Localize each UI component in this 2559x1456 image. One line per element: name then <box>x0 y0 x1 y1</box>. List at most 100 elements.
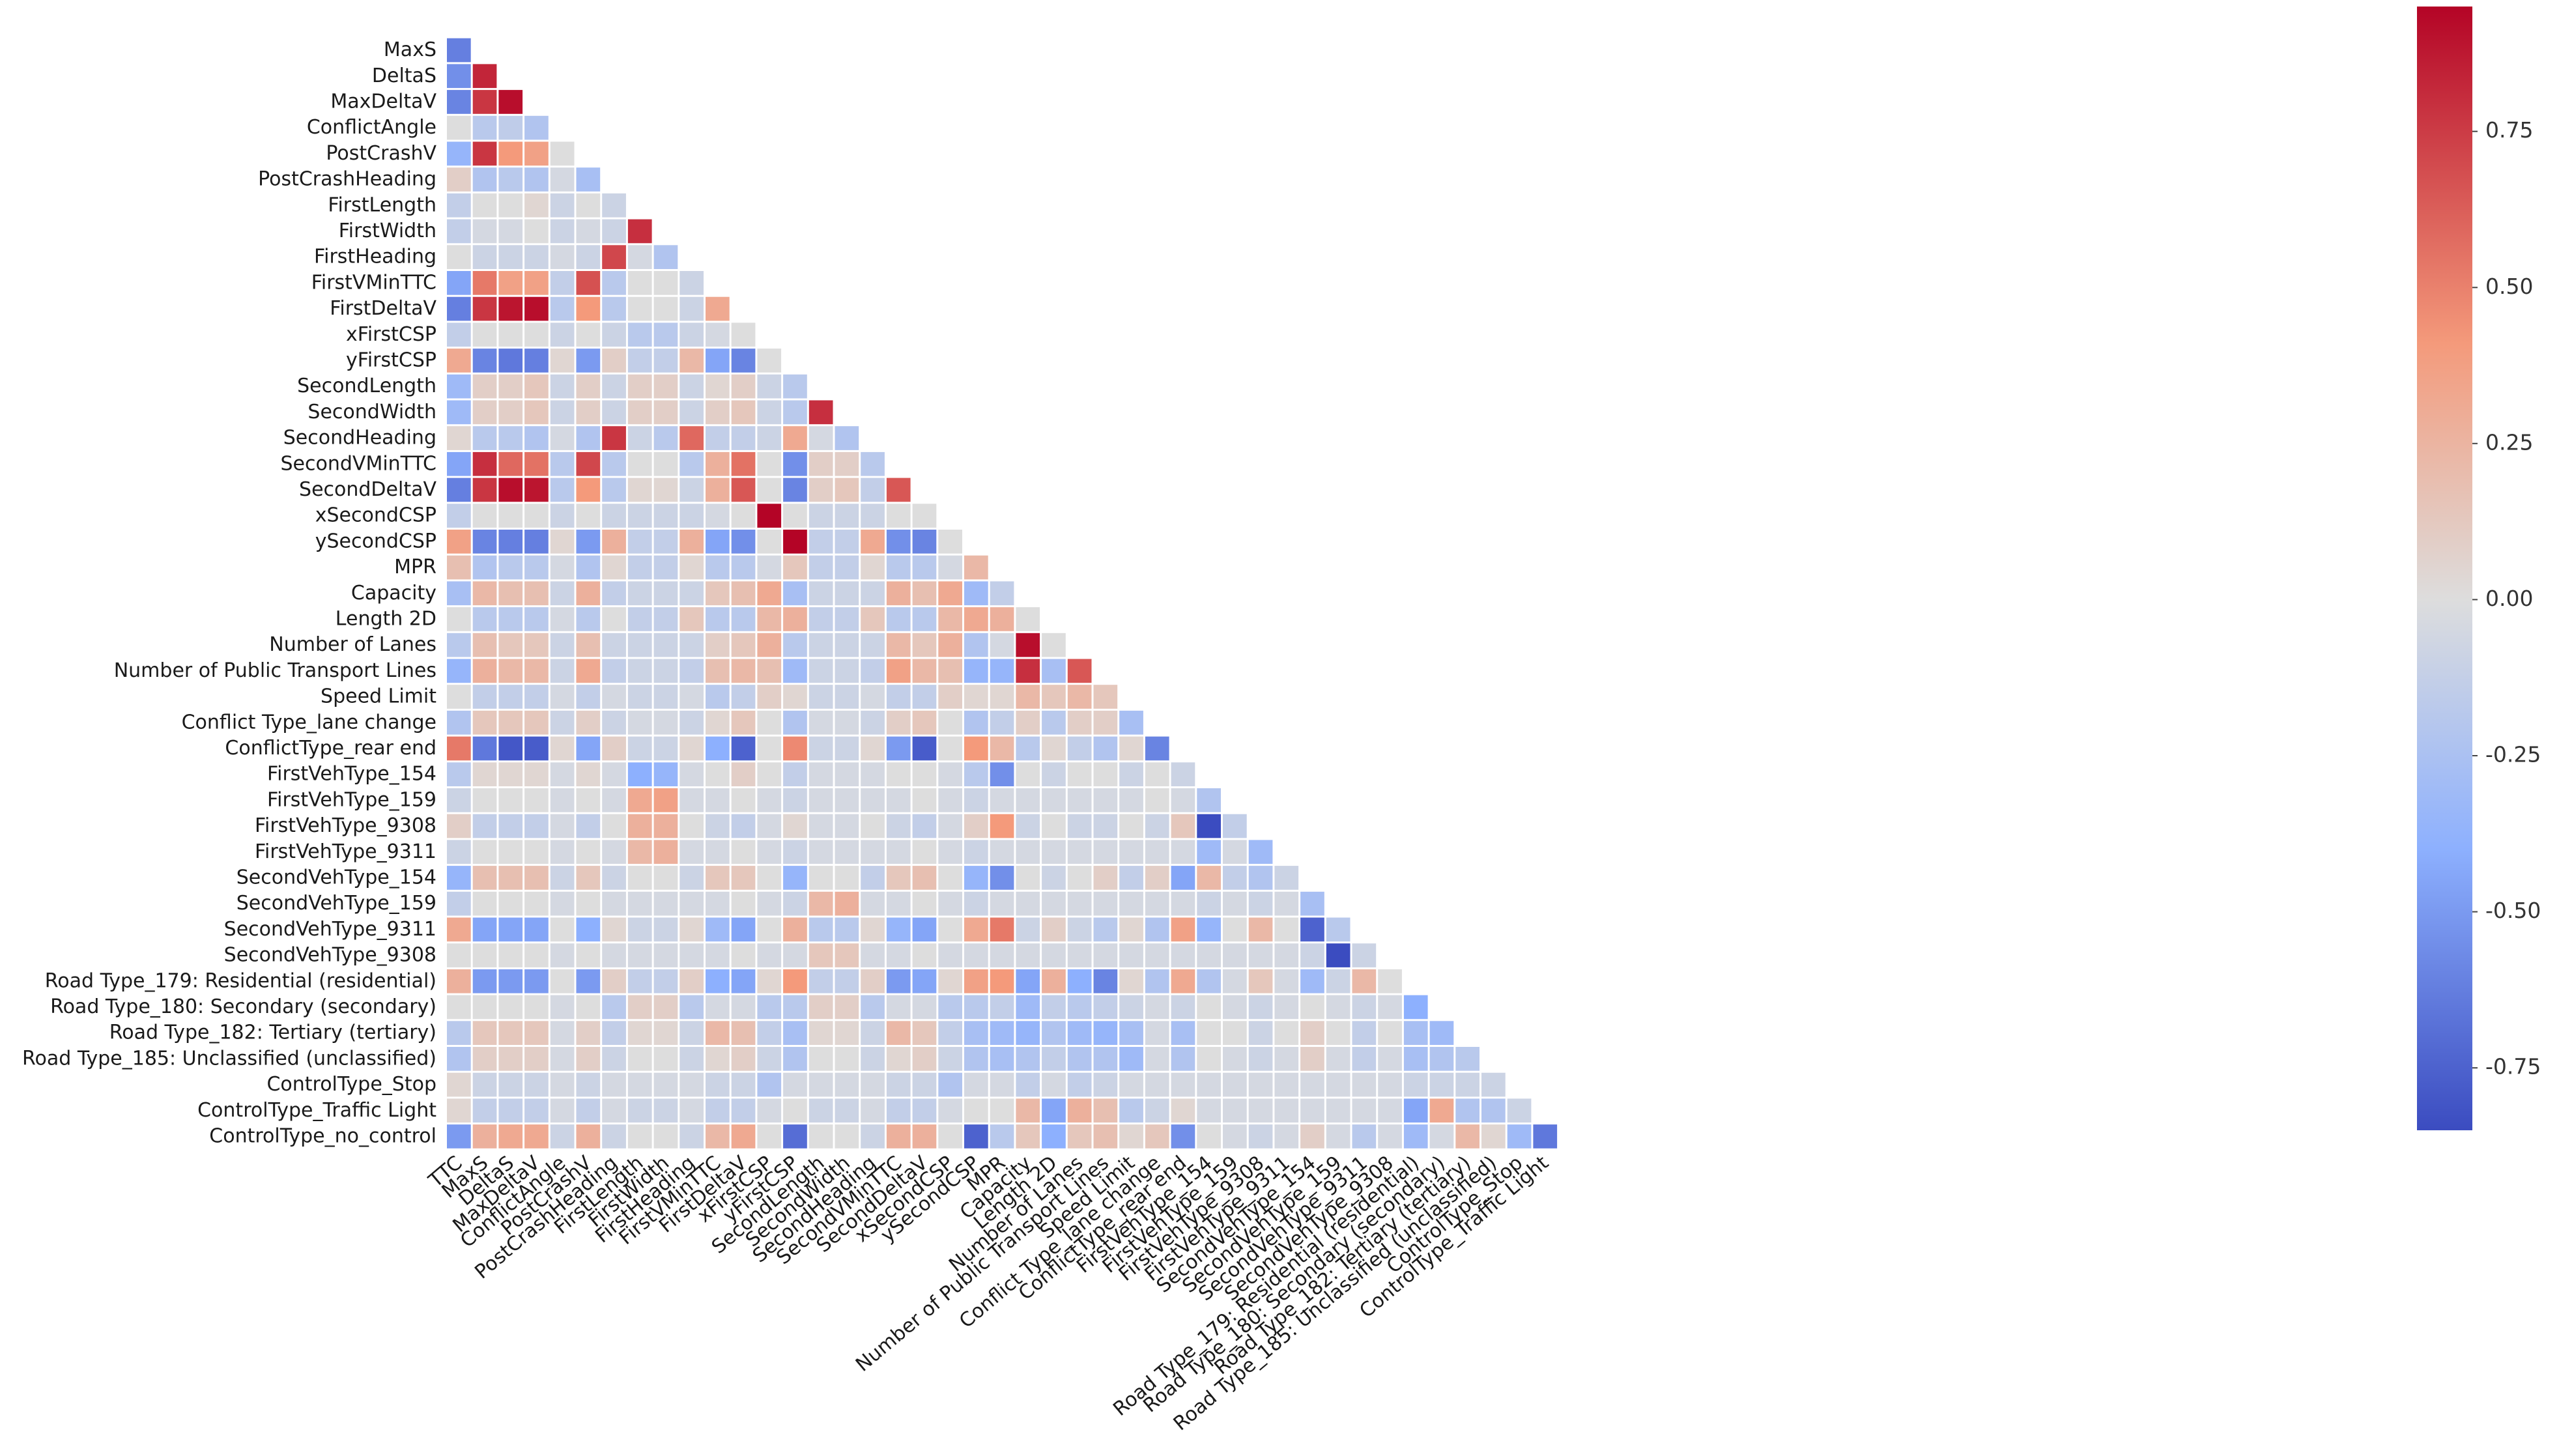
heatmap-cell <box>1274 995 1299 1020</box>
heatmap-cell <box>1119 891 1143 916</box>
heatmap-cell <box>472 90 497 114</box>
heatmap-cell <box>886 891 911 916</box>
heatmap-cell <box>783 530 807 554</box>
heatmap-cell <box>498 607 523 631</box>
row-label: MPR <box>394 556 436 578</box>
heatmap-cell <box>679 1072 704 1097</box>
heatmap-cell <box>808 400 833 425</box>
heatmap-cell <box>861 840 885 864</box>
heatmap-cell <box>498 349 523 373</box>
heatmap-cell <box>447 762 471 786</box>
row-label: ConflictAngle <box>307 116 436 139</box>
heatmap-cell <box>524 581 549 606</box>
heatmap-cell <box>706 451 730 476</box>
heatmap-cell <box>472 167 497 192</box>
heatmap-cell <box>576 736 601 761</box>
heatmap-cell <box>1016 969 1040 993</box>
heatmap-cell <box>1016 659 1040 683</box>
heatmap-cell <box>808 969 833 993</box>
heatmap-cell <box>576 400 601 425</box>
heatmap-cell <box>653 1047 678 1071</box>
heatmap-cell <box>783 400 807 425</box>
heatmap-cell <box>783 891 807 916</box>
heatmap-cell <box>861 814 885 838</box>
heatmap-cell <box>627 788 652 812</box>
heatmap-cell <box>1067 995 1092 1020</box>
heatmap-cell <box>1248 995 1273 1020</box>
heatmap-cell <box>576 426 601 450</box>
heatmap-cell <box>1171 1047 1195 1071</box>
heatmap-cell <box>1042 917 1066 942</box>
heatmap-cell <box>886 917 911 942</box>
heatmap-cell <box>990 814 1014 838</box>
heatmap-cell <box>964 840 988 864</box>
heatmap-cell <box>835 866 859 890</box>
heatmap-cell <box>757 840 782 864</box>
heatmap-cell <box>964 710 988 735</box>
heatmap-cell <box>1197 995 1221 1020</box>
heatmap-cell <box>1223 1021 1247 1045</box>
heatmap-cell <box>1197 814 1221 838</box>
heatmap-cell <box>602 504 626 528</box>
heatmap-cell <box>550 219 575 244</box>
heatmap-cell <box>679 581 704 606</box>
heatmap-cell <box>706 374 730 399</box>
heatmap-cell <box>653 633 678 657</box>
heatmap-cell <box>498 1021 523 1045</box>
heatmap-cell <box>576 943 601 967</box>
heatmap-cell <box>886 866 911 890</box>
heatmap-cell <box>912 530 937 554</box>
heatmap-cell <box>1171 969 1195 993</box>
heatmap-cell <box>576 917 601 942</box>
heatmap-cell <box>912 943 937 967</box>
heatmap-cell <box>627 710 652 735</box>
heatmap-cell <box>1248 1047 1273 1071</box>
heatmap-cell <box>783 814 807 838</box>
heatmap-cell <box>1093 736 1118 761</box>
heatmap-cell <box>886 555 911 580</box>
heatmap-cell <box>706 710 730 735</box>
heatmap-cell <box>886 762 911 786</box>
row-label: SecondVehType_9311 <box>224 918 436 941</box>
heatmap-cell <box>627 1047 652 1071</box>
heatmap-cell <box>757 762 782 786</box>
heatmap-cell <box>472 426 497 450</box>
heatmap-cell <box>964 995 988 1020</box>
heatmap-cell <box>808 788 833 812</box>
heatmap-cell <box>886 659 911 683</box>
heatmap-cell <box>472 555 497 580</box>
heatmap-cell <box>550 271 575 295</box>
heatmap-cell <box>861 736 885 761</box>
heatmap-cell <box>1042 995 1066 1020</box>
heatmap-cell <box>498 374 523 399</box>
heatmap-cell <box>447 141 471 166</box>
heatmap-cell <box>1067 788 1092 812</box>
heatmap-cell <box>835 762 859 786</box>
heatmap-cell <box>706 969 730 993</box>
heatmap-cell <box>550 685 575 709</box>
heatmap-cell <box>472 1021 497 1045</box>
heatmap-cell <box>653 426 678 450</box>
heatmap-cell <box>472 64 497 89</box>
heatmap-cell <box>1274 1124 1299 1149</box>
heatmap-cell <box>1145 1021 1169 1045</box>
heatmap-cell <box>498 1124 523 1149</box>
colorbar: 0.75 0.50 0.25 0.00 -0.25 -0.50 -0.75 <box>2417 7 2541 1130</box>
heatmap-cell <box>1326 1072 1351 1097</box>
heatmap-cell <box>653 1098 678 1123</box>
heatmap-cell <box>990 710 1014 735</box>
heatmap-cell <box>886 607 911 631</box>
heatmap-cell <box>938 1098 962 1123</box>
heatmap-cell <box>602 814 626 838</box>
heatmap-cell <box>1248 943 1273 967</box>
heatmap-cell <box>498 451 523 476</box>
heatmap-cell <box>472 296 497 321</box>
heatmap-cell <box>1403 1072 1428 1097</box>
heatmap-cell <box>1016 840 1040 864</box>
heatmap-cell <box>731 607 756 631</box>
heatmap-cell <box>653 581 678 606</box>
heatmap-cell <box>679 1047 704 1071</box>
heatmap-cell <box>706 322 730 347</box>
heatmap-cell <box>808 710 833 735</box>
heatmap-cell <box>550 141 575 166</box>
